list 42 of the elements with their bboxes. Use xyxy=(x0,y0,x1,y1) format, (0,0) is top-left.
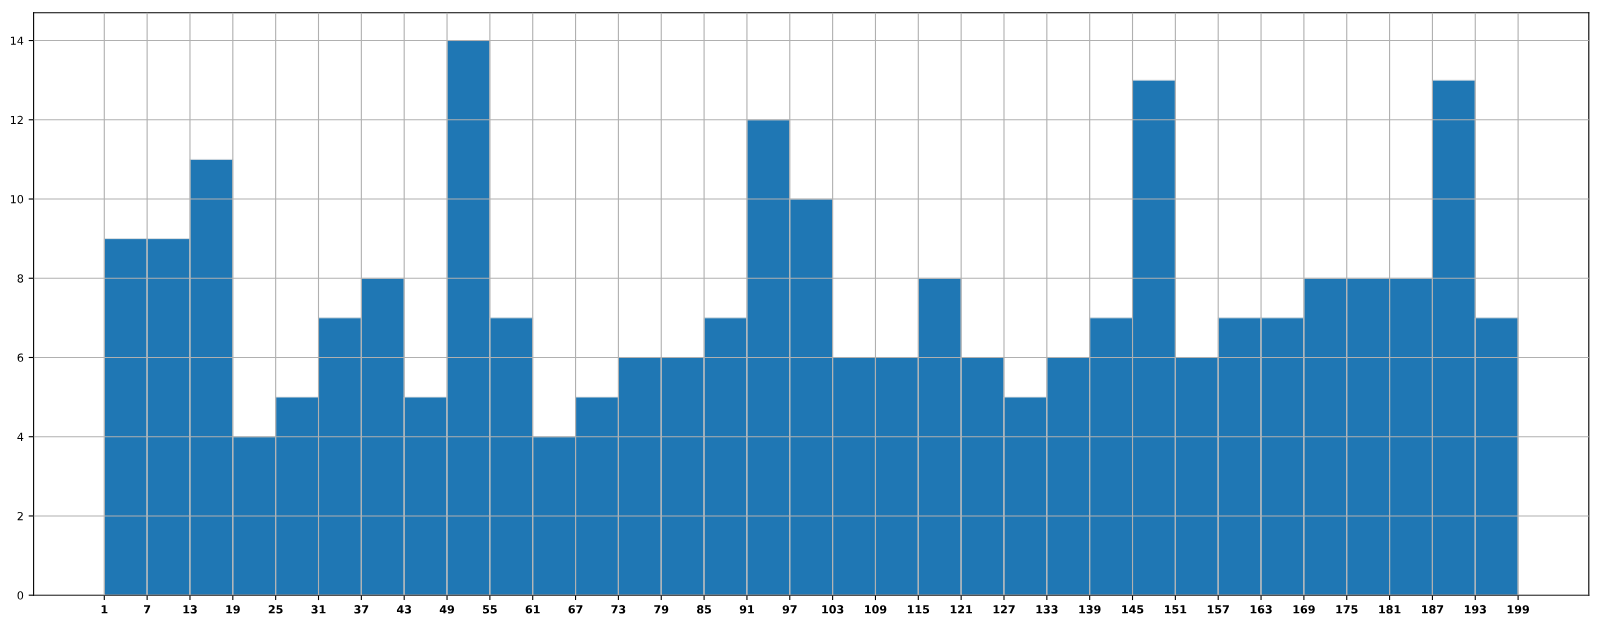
x-tick-label: 187 xyxy=(1422,605,1444,614)
x-tick-label: 139 xyxy=(1079,605,1101,614)
x-tick-label: 163 xyxy=(1250,605,1272,614)
x-tick-label: 175 xyxy=(1336,605,1358,614)
x-tick-label: 7 xyxy=(144,605,151,614)
y-tick-label: 8 xyxy=(17,274,24,283)
x-tick-label: 169 xyxy=(1293,605,1315,614)
y-tick-label: 12 xyxy=(10,115,23,124)
x-tick-label: 127 xyxy=(993,605,1015,614)
x-tick-label: 55 xyxy=(483,605,497,614)
x-tick-label: 193 xyxy=(1464,605,1486,614)
x-tick-label: 61 xyxy=(525,605,540,614)
x-tick-label: 145 xyxy=(1122,605,1144,614)
x-tick-label: 181 xyxy=(1379,605,1401,614)
x-tick-label: 151 xyxy=(1165,605,1187,614)
x-tick-label: 91 xyxy=(739,605,754,614)
x-tick-label: 49 xyxy=(439,605,455,614)
x-tick-label: 13 xyxy=(183,605,197,614)
x-tick-label: 157 xyxy=(1207,605,1229,614)
x-tick-label: 121 xyxy=(950,605,972,614)
x-tick-label: 31 xyxy=(311,605,326,614)
x-tick-label: 79 xyxy=(654,605,669,614)
x-tick-label: 97 xyxy=(782,605,797,614)
x-tick-label: 199 xyxy=(1507,605,1529,614)
x-tick-label: 109 xyxy=(865,605,887,614)
x-tick-label: 25 xyxy=(268,605,283,614)
x-tick-label: 73 xyxy=(611,605,626,614)
x-tick-label: 85 xyxy=(697,605,712,614)
x-tick-label: 1 xyxy=(101,605,108,614)
x-tick-label: 67 xyxy=(568,605,583,614)
x-tick-label: 133 xyxy=(1036,605,1058,614)
y-tick-label: 10 xyxy=(10,194,24,204)
y-tick-label: 14 xyxy=(10,36,24,45)
x-tick-label: 43 xyxy=(396,605,412,614)
y-tick-label: 4 xyxy=(17,432,24,441)
x-tick-label: 103 xyxy=(822,605,844,614)
y-tick-label: 0 xyxy=(17,591,24,600)
x-tick-label: 37 xyxy=(354,605,369,614)
y-tick-label: 2 xyxy=(17,511,23,521)
x-tick-label: 19 xyxy=(226,605,240,614)
x-tick-label: 115 xyxy=(907,605,930,614)
y-tick-label: 6 xyxy=(17,353,24,362)
